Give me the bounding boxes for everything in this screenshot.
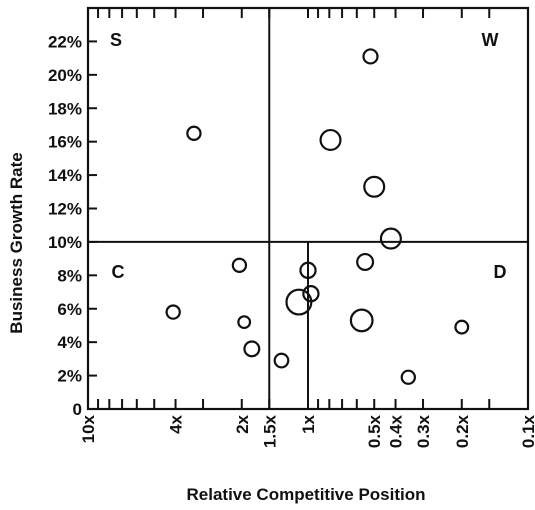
- x-tick-label: 1x: [299, 414, 318, 433]
- bubble: [243, 340, 261, 358]
- bubble: [362, 48, 379, 65]
- x-tick-label: 0.2x: [453, 414, 472, 448]
- bubble: [400, 369, 416, 385]
- x-axis-title: Relative Competitive Position: [187, 485, 426, 504]
- x-tick-label: 0.3x: [414, 414, 433, 448]
- x-tick-label: 4x: [167, 414, 186, 433]
- bubble: [379, 227, 402, 250]
- x-tick-label: 1.5x: [260, 414, 279, 448]
- bubble: [363, 175, 386, 198]
- quadrant-label: D: [494, 262, 507, 282]
- y-tick-label: 14%: [48, 166, 82, 185]
- bubble: [285, 288, 313, 316]
- quadrant-label: W: [482, 30, 499, 50]
- x-tick-label: 2x: [233, 414, 252, 433]
- quadrant-labels: S W C D: [110, 30, 507, 282]
- y-tick-label: 18%: [48, 99, 82, 118]
- bubble: [454, 319, 470, 335]
- x-tick-label: 10x: [79, 414, 98, 443]
- y-axis-title: Business Growth Rate: [7, 152, 26, 333]
- y-tick-label: 8%: [57, 266, 82, 285]
- y-tick-label: 16%: [48, 133, 82, 152]
- y-tick-label: 22%: [48, 32, 82, 51]
- bubble: [237, 315, 252, 330]
- x-tick-label: 0.1x: [519, 414, 535, 448]
- quadrant-label: S: [110, 30, 122, 50]
- y-tick-label: 12%: [48, 200, 82, 219]
- y-tick-label: 6%: [57, 300, 82, 319]
- bubble: [186, 125, 202, 141]
- bubble: [165, 304, 181, 320]
- x-tick-label: 0.5x: [365, 414, 384, 448]
- y-tick-labels: 0 2% 4% 6% 8% 10% 12% 14% 16% 18% 20% 22%: [48, 32, 82, 419]
- bubbles: [165, 48, 470, 385]
- x-tick-labels: 10x 4x 2x 1.5x 1x 0.5x 0.4x 0.3x 0.2x 0.1x: [79, 414, 535, 448]
- x-tick-label: 0.4x: [387, 414, 406, 448]
- quadrant-label: C: [112, 262, 125, 282]
- bubble: [231, 257, 248, 273]
- bubble: [319, 128, 342, 152]
- y-tick-label: 4%: [57, 333, 82, 352]
- bubble: [349, 308, 374, 333]
- quadrant-dividers: [88, 8, 528, 409]
- axis-ticks: [87, 8, 529, 410]
- y-tick-label: 10%: [48, 233, 82, 252]
- bubble: [273, 352, 290, 369]
- y-tick-label: 2%: [57, 367, 82, 386]
- y-tick-label: 0: [73, 400, 82, 419]
- bubble: [299, 261, 317, 279]
- bubble: [356, 252, 375, 271]
- y-tick-label: 20%: [48, 66, 82, 85]
